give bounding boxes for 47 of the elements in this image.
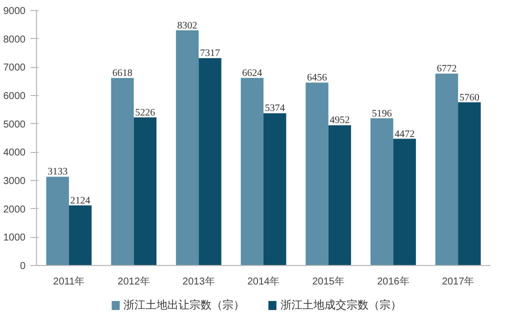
y-tick-label: 0: [20, 261, 26, 272]
x-tick-label: 2014年: [247, 276, 280, 288]
data-label: 6456: [307, 72, 328, 84]
bar: [176, 30, 199, 266]
data-label: 6772: [436, 64, 457, 75]
bar: [264, 113, 286, 266]
bar: [458, 102, 481, 266]
data-label: 5760: [459, 92, 480, 104]
bar: [198, 58, 222, 266]
data-label: 6618: [112, 68, 132, 79]
data-label: 3133: [48, 166, 68, 178]
data-label: 4952: [330, 115, 350, 126]
x-tick-label: 2016年: [377, 276, 410, 288]
bar: [306, 82, 328, 266]
x-tick-label: 2017年: [442, 276, 474, 288]
y-tick-label: 7000: [3, 62, 26, 74]
bar: [240, 78, 264, 266]
bar: [134, 117, 156, 266]
y-tick-label: 1000: [3, 232, 26, 244]
legend-label: 浙江土地出让宗数（宗）: [124, 298, 245, 312]
x-tick-label: 2015年: [312, 276, 344, 288]
bar: [435, 74, 458, 266]
legend-label: 浙江土地成交宗数（宗）: [280, 298, 402, 312]
x-tick-label: 2012年: [118, 276, 150, 288]
bar: [68, 205, 92, 266]
data-label: 5196: [372, 108, 392, 120]
bar: [393, 138, 416, 266]
data-label: 4472: [394, 128, 415, 140]
y-tick-label: 2000: [3, 204, 26, 216]
x-tick-label: 2011年: [53, 276, 85, 288]
bar: [370, 118, 394, 266]
y-tick-label: 3000: [3, 176, 26, 187]
bar: [46, 176, 69, 266]
bar: [111, 78, 134, 266]
y-tick-label: 9000: [3, 6, 26, 17]
data-label: 6624: [242, 68, 262, 79]
data-label: 2124: [70, 195, 90, 206]
data-label: 5226: [135, 107, 156, 118]
data-label: 7317: [200, 48, 220, 60]
bar: [328, 125, 352, 266]
y-tick-label: 8000: [3, 34, 26, 46]
y-tick-label: 4000: [3, 148, 26, 159]
y-tick-label: 6000: [3, 91, 26, 102]
y-tick-label: 5000: [3, 119, 26, 130]
data-label: 5374: [264, 103, 285, 114]
data-label: 8302: [177, 20, 198, 32]
x-tick-label: 2013年: [182, 276, 215, 288]
